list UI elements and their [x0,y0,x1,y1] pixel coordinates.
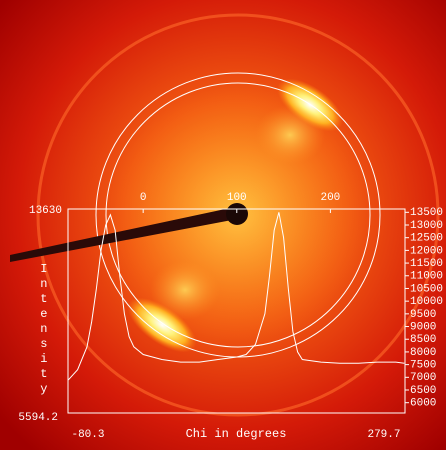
y2-tick-label: 7000 [410,372,436,384]
y-axis-title: Intensity [37,262,51,397]
y2-tick-label: 13000 [410,220,443,232]
y2-tick-label: 10000 [410,296,443,308]
reflection-spot [277,78,343,132]
y2-tick-label: 9000 [410,321,436,333]
x-min-label: -80.3 [71,429,104,441]
y-min-label: 5594.2 [18,412,58,424]
x-tick-label: 0 [140,192,147,204]
y2-tick-label: 12000 [410,245,443,257]
y2-tick-label: 11500 [410,258,443,270]
beam-stop [226,203,248,225]
x-axis-title: Chi in degrees [186,427,287,441]
reflection-glow [150,260,220,320]
y2-tick-label: 8000 [410,347,436,359]
integration-ring [105,82,371,348]
beam-stop-arm [10,208,232,262]
y2-tick-label: 12500 [410,233,443,245]
intensity-line [67,212,405,381]
outer-ring [36,13,440,417]
x-max-label: 279.7 [367,429,400,441]
x-tick-label: 100 [227,192,247,204]
y2-tick-label: 11000 [410,271,443,283]
y2-tick-label: 7500 [410,360,436,372]
y2-tick-label: 8500 [410,334,436,346]
y2-tick-label: 9500 [410,309,436,321]
y2-tick-label: 6500 [410,385,436,397]
y2-tick-label: 6000 [410,398,436,410]
x-tick-label: 200 [320,192,340,204]
y2-tick-label: 13500 [410,207,443,219]
reflection-glow [255,105,325,165]
reflection-spot [127,297,197,353]
y-max-label: 13630 [29,205,62,217]
y2-tick-label: 10500 [410,283,443,295]
